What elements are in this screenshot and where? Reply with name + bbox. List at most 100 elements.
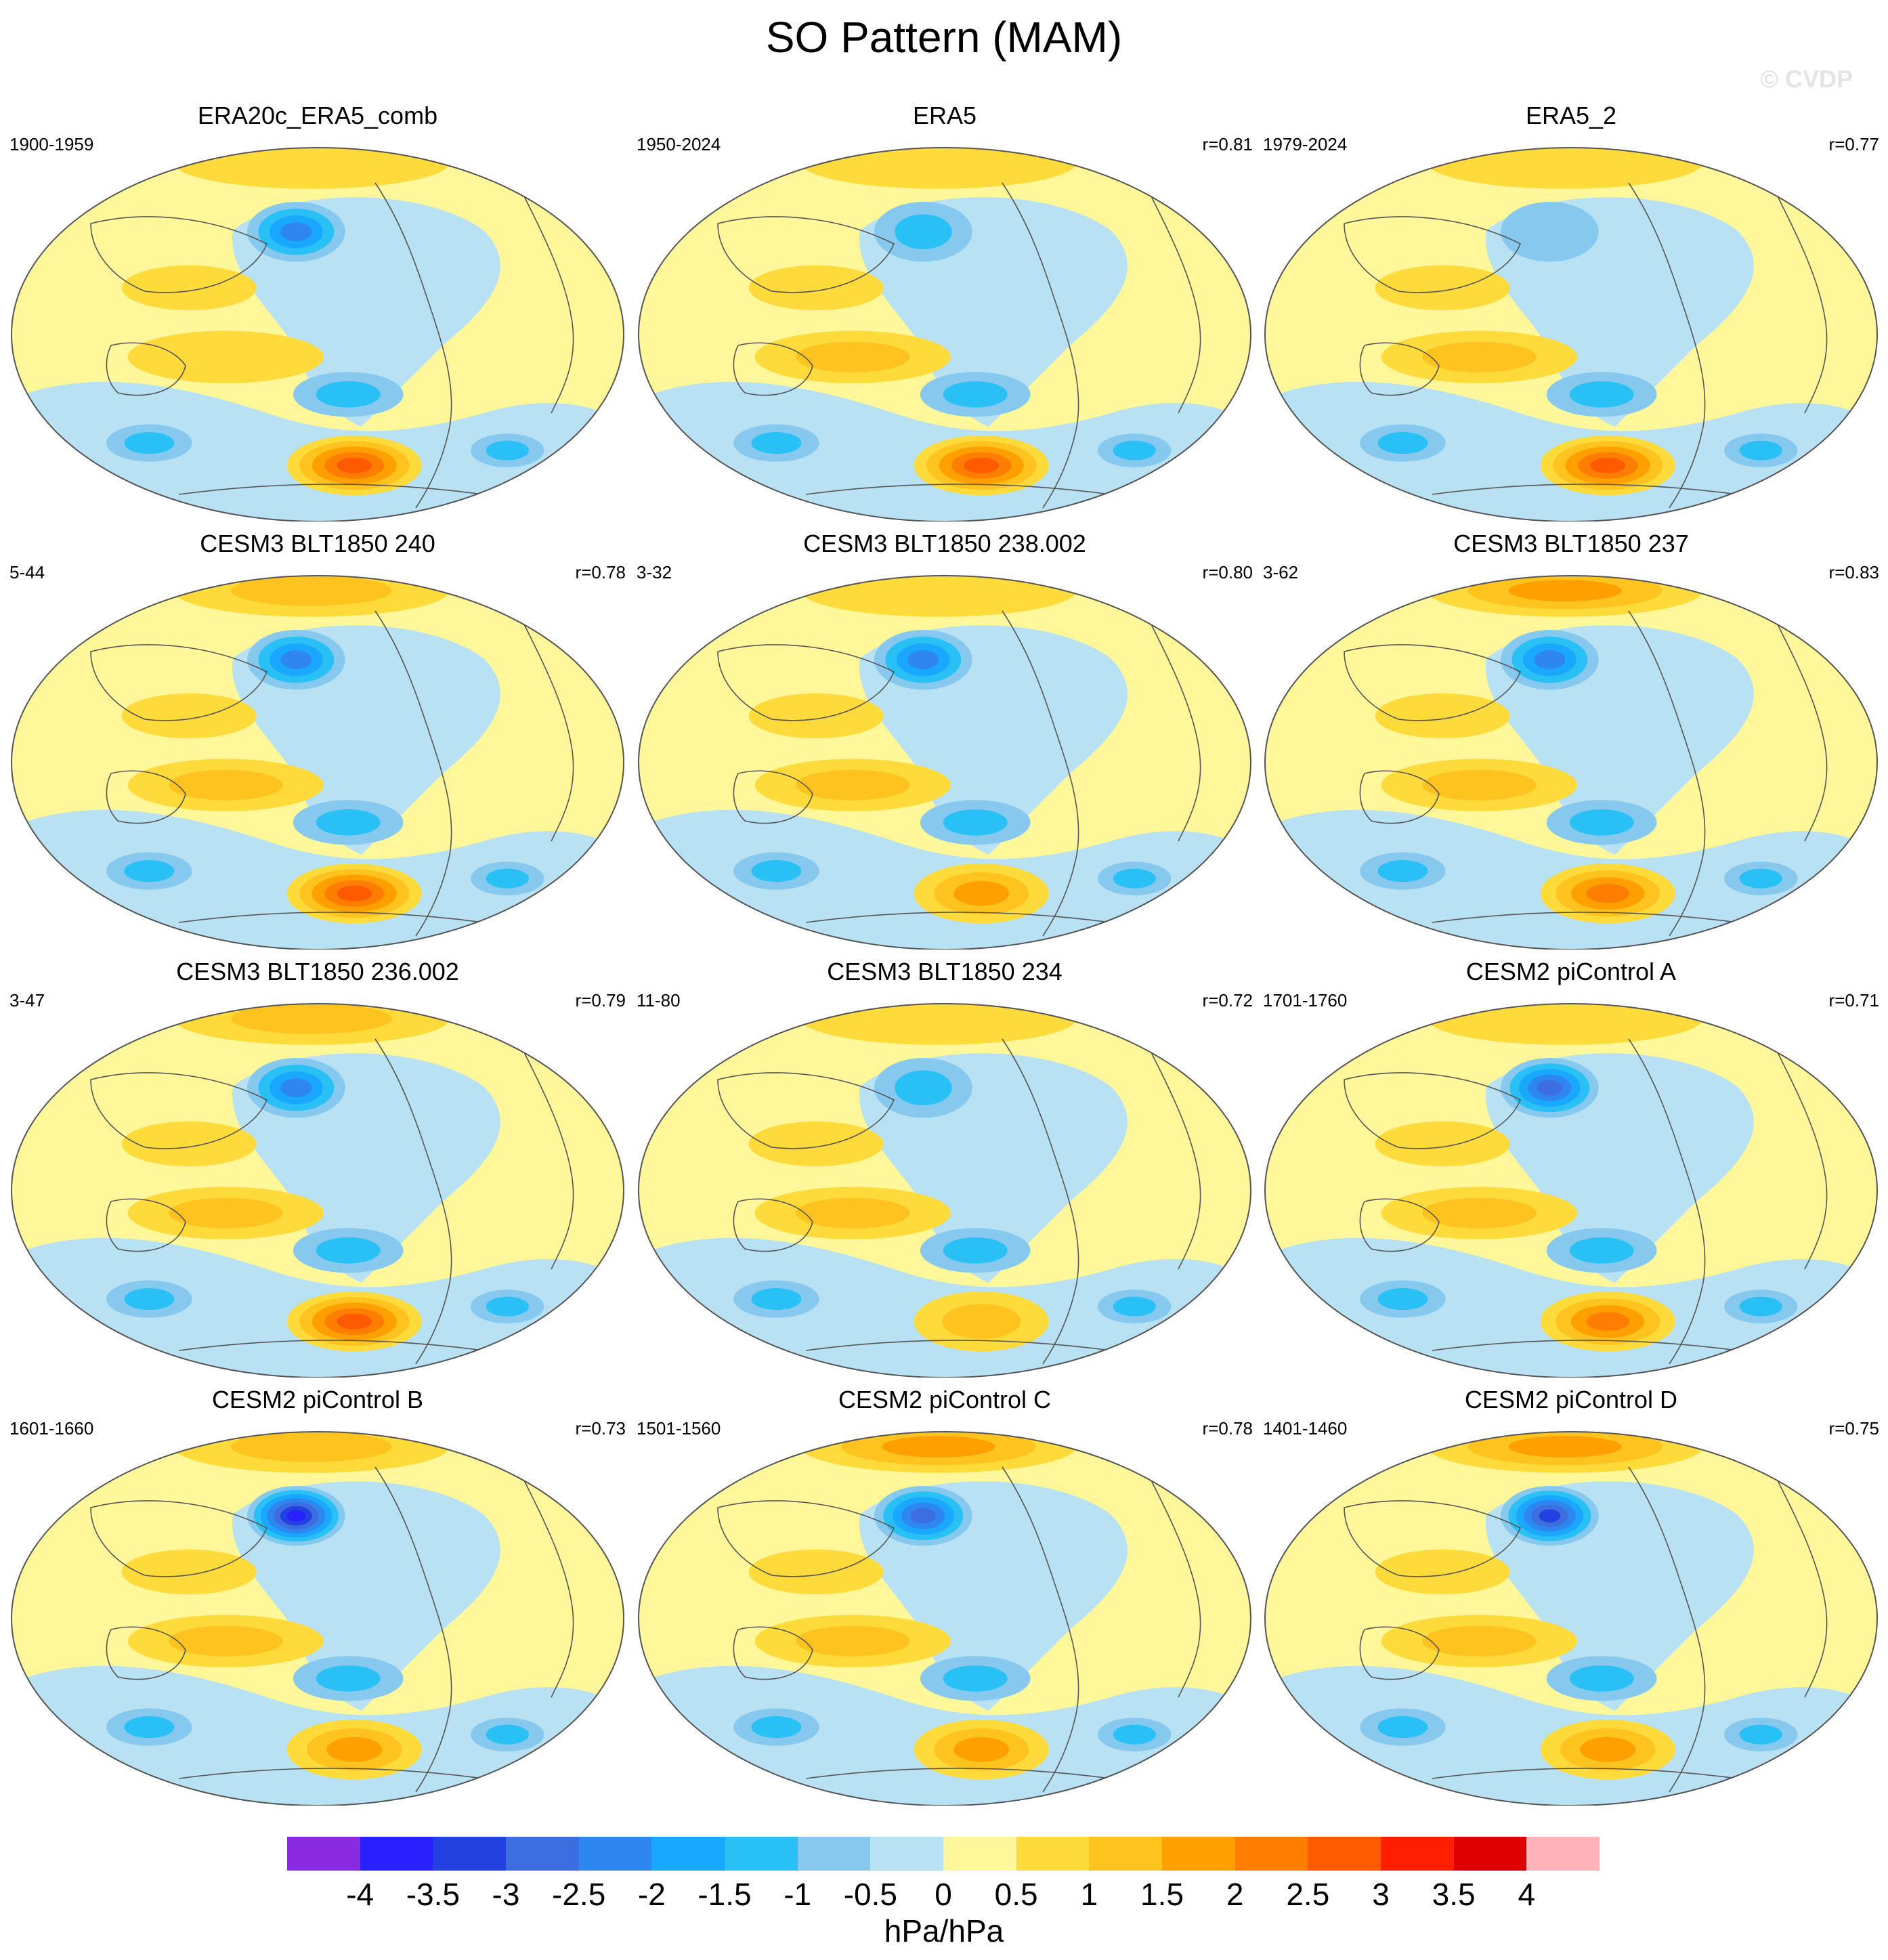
map-field [639,1432,1251,1806]
south-pacific-low-level [943,809,1008,836]
coastline [1777,1480,1828,1698]
colorbar-cell [1235,1837,1308,1871]
colorbar-tick-label: -0.5 [843,1877,897,1912]
panel-title: CESM3 BLT1850 236.002 [176,958,459,985]
map-svg [1264,1431,1878,1806]
arctic-high-level [231,1004,392,1034]
colorbar-cell [1162,1837,1235,1871]
panel-correlation: r=0.80 [1202,562,1253,582]
southern-high-level [964,457,1000,473]
asia-high-level [748,1549,884,1595]
map-svg [11,1003,624,1378]
colorbar-units: hPa/hPa [884,1913,1004,1948]
colorbar-tick-label: -2 [637,1877,666,1912]
south-pacific-low-level [1569,809,1634,836]
map-field [639,576,1251,950]
panel-period: 3-62 [1263,562,1299,582]
southern-indian-low-level [751,859,802,882]
colorbar-tick-label: 1 [1080,1877,1098,1912]
north-pacific-low-level [1539,1509,1561,1522]
south-atlantic-low-level [486,868,529,889]
coastline [717,1072,895,1149]
colorbar-tick-label: -1.5 [698,1877,752,1912]
panel-period: 1900-1959 [9,134,94,154]
asia-high-level [1375,1549,1510,1595]
southern-indian-low-level [1377,859,1428,882]
southern-high-level [942,1304,1021,1339]
asia-high-level [1375,1121,1510,1167]
map-field [1265,1432,1877,1806]
coastline [1359,1198,1440,1252]
coastline [1628,182,1706,509]
coastline [733,1198,813,1252]
panel-title: CESM3 BLT1850 237 [1453,530,1689,557]
south-pacific-low-level [943,381,1008,408]
map-field [12,148,624,521]
south-atlantic-low-level [486,1296,529,1317]
map-panel: CESM3 BLT1850 238.002 3-32 r=0.80 [637,530,1253,950]
colorbar-tick-label: -4 [346,1877,374,1912]
coastline [106,1626,186,1680]
map-outline [1264,1003,1878,1378]
map-outline [11,1431,624,1806]
map-outline [1264,1431,1878,1806]
map-field [639,1004,1251,1378]
colorbar-cell [433,1837,507,1871]
map-panel: CESM3 BLT1850 237 3-62 r=0.83 [1263,530,1879,950]
panel-correlation: r=0.79 [575,990,626,1010]
map-panel: ERA5 1950-2024 r=0.81 [637,102,1253,521]
arctic-high-level [231,576,392,606]
map-panel: CESM3 BLT1850 240 5-44 r=0.78 [9,530,626,950]
panel-title: CESM3 BLT1850 234 [827,958,1063,985]
indo-australian-high-level [127,331,324,383]
watermark: © CVDP [1760,65,1853,93]
map-svg [1264,575,1878,950]
coastline [805,912,1111,923]
coastline [1628,610,1706,937]
colorbar-tick-label: 4 [1518,1877,1536,1912]
south-pacific-low-level [1569,381,1634,408]
coastline [90,1500,268,1577]
south-atlantic-low-level [486,1724,529,1745]
coastline [374,182,452,509]
panel-period: 1401-1460 [1263,1418,1348,1439]
coastline [1344,216,1522,293]
colorbar-tick-label: -2.5 [552,1877,606,1912]
asia-high-level [748,693,884,739]
colorbar-cell [1526,1837,1600,1871]
panel-correlation: r=0.72 [1202,990,1253,1010]
southern-indian-low-level [124,1716,175,1739]
south-pacific-low-level [943,1237,1008,1264]
panel-correlation: r=0.83 [1828,562,1879,582]
south-atlantic-low-level [1739,1296,1782,1317]
coastline [1432,1768,1738,1779]
coastline [1151,1052,1201,1270]
panel-period: 11-80 [637,990,681,1010]
colorbar [287,1837,1600,1871]
coastline [1777,1052,1828,1270]
indo-australian-high-level [1422,1625,1537,1657]
panel-title: ERA5_2 [1525,102,1617,129]
map-svg [1264,147,1878,521]
asia-high-level [121,1121,257,1167]
panel-title: CESM3 BLT1850 240 [200,530,435,557]
asia-high-level [748,1121,884,1167]
panel-title: CESM2 piControl C [838,1386,1052,1413]
coastline [374,610,452,937]
north-pacific-low-level [280,222,312,242]
map-panel: CESM2 piControl B 1601-1660 r=0.73 [9,1386,626,1806]
colorbar-cell [287,1837,360,1871]
map-outline [11,1003,624,1378]
coastline [178,484,484,495]
indo-australian-high-level [1422,1197,1537,1229]
north-pacific-low-level [907,650,939,670]
map-field [1265,148,1877,521]
north-pacific-low-level [1534,650,1566,670]
map-svg [11,147,624,521]
coastline [1432,1340,1738,1351]
southern-indian-low-level [751,431,802,454]
indo-australian-high-level [169,1625,283,1657]
coastline [1344,1500,1522,1577]
panel-title: CESM2 piControl A [1465,958,1677,985]
map-svg [1264,1003,1878,1378]
